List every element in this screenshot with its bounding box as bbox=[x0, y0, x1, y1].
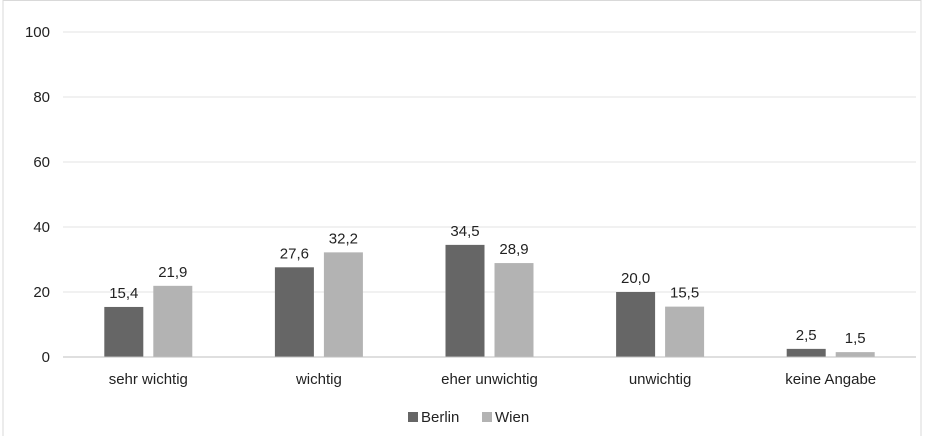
gridlines bbox=[63, 31, 916, 293]
x-tick-label: unwichtig bbox=[629, 371, 692, 388]
data-label: 15,4 bbox=[109, 285, 138, 302]
y-tick-label: 40 bbox=[33, 219, 50, 236]
bar-wien-2 bbox=[494, 263, 534, 357]
bar-berlin-4 bbox=[786, 348, 826, 357]
x-axis-ticks: sehr wichtig wichtig eher unwichtig unwicht… bbox=[109, 371, 876, 388]
legend-label-wien: Wien bbox=[495, 409, 529, 426]
data-label: 21,9 bbox=[158, 264, 187, 281]
legend-swatch-wien bbox=[482, 412, 492, 422]
data-label: 20,0 bbox=[621, 270, 650, 287]
y-tick-label: 0 bbox=[42, 349, 50, 366]
bar-berlin-3 bbox=[616, 292, 656, 357]
legend-swatch-berlin bbox=[408, 412, 418, 422]
y-axis-ticks: 0 20 40 60 80 100 bbox=[25, 24, 50, 366]
data-label: 32,2 bbox=[329, 230, 358, 247]
bar-wien-3 bbox=[665, 306, 705, 357]
data-label: 28,9 bbox=[499, 241, 528, 258]
bar-berlin-1 bbox=[274, 267, 314, 357]
x-tick-label: keine Angabe bbox=[785, 371, 876, 388]
x-tick-label: sehr wichtig bbox=[109, 371, 188, 388]
bar-berlin-0 bbox=[104, 306, 144, 357]
data-labels: 15,4 21,9 27,6 32,2 34,5 28,9 20,0 15,5 2,5 1,5 bbox=[109, 223, 865, 347]
data-label: 2,5 bbox=[796, 327, 817, 344]
legend-label-berlin: Berlin bbox=[421, 409, 459, 426]
data-label: 15,5 bbox=[670, 285, 699, 302]
legend: Berlin Wien bbox=[408, 409, 529, 426]
data-label: 1,5 bbox=[845, 330, 866, 347]
data-label: 27,6 bbox=[280, 245, 309, 262]
y-tick-label: 60 bbox=[33, 154, 50, 171]
bar-berlin-2 bbox=[445, 244, 485, 357]
bar-wien-1 bbox=[323, 252, 363, 357]
bar-wien-0 bbox=[153, 285, 193, 357]
bar-wien-4 bbox=[835, 352, 875, 357]
x-tick-label: wichtig bbox=[295, 371, 342, 388]
y-tick-label: 80 bbox=[33, 89, 50, 106]
x-tick-label: eher unwichtig bbox=[441, 371, 538, 388]
y-tick-label: 100 bbox=[25, 24, 50, 41]
y-tick-label: 20 bbox=[33, 284, 50, 301]
bars bbox=[104, 244, 875, 357]
data-label: 34,5 bbox=[450, 223, 479, 240]
